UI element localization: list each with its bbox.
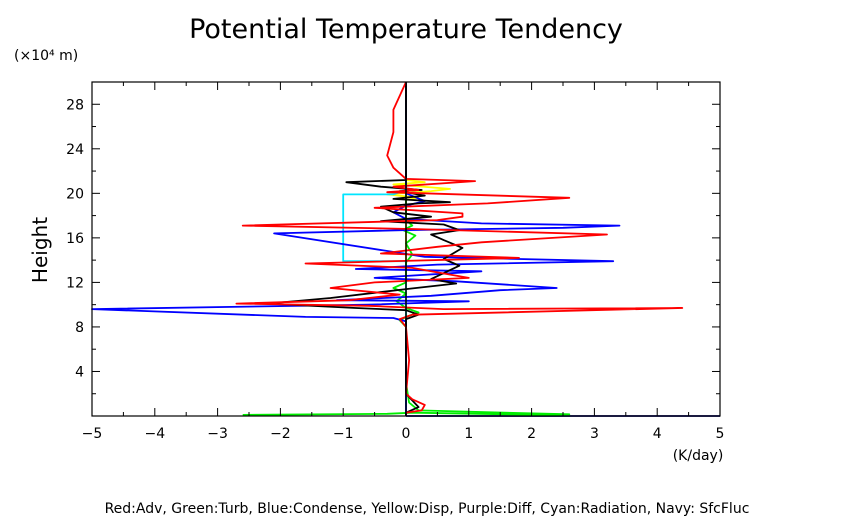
y-tick-label: 24 <box>66 142 84 158</box>
series-line-yellow <box>386 82 451 416</box>
x-tick-label: 5 <box>716 426 725 442</box>
y-tick-label: 12 <box>66 275 84 291</box>
series-line-cyan <box>342 82 407 414</box>
x-tick-label: −3 <box>207 426 228 442</box>
series-group <box>91 81 720 417</box>
x-tick-label: −5 <box>82 426 103 442</box>
x-tick-label: 1 <box>464 426 473 442</box>
y-unit-label: (×10⁴ m) <box>14 48 78 64</box>
x-tick-label: −1 <box>333 426 354 442</box>
y-tick-label: 4 <box>75 364 84 380</box>
x-tick-label: −4 <box>144 426 165 442</box>
series-line-black <box>266 82 464 416</box>
x-tick-label: 3 <box>590 426 599 442</box>
legend-text: Red:Adv, Green:Turb, Blue:Condense, Yell… <box>105 501 750 517</box>
x-tick-label: 4 <box>653 426 662 442</box>
x-tick-label: 0 <box>402 426 411 442</box>
x-tick-label: −2 <box>270 426 291 442</box>
y-tick-label: 16 <box>66 231 84 247</box>
y-tick-label: 28 <box>66 97 84 113</box>
y-tick-label: 8 <box>75 320 84 336</box>
x-unit-label: (K/day) <box>673 448 724 464</box>
series-line-blue <box>91 82 621 416</box>
y-axis-label: Height <box>28 217 52 283</box>
series-line-red <box>235 81 684 414</box>
chart-title: Potential Temperature Tendency <box>189 14 623 45</box>
y-tick-label: 20 <box>66 186 84 202</box>
x-tick-label: 2 <box>527 426 536 442</box>
